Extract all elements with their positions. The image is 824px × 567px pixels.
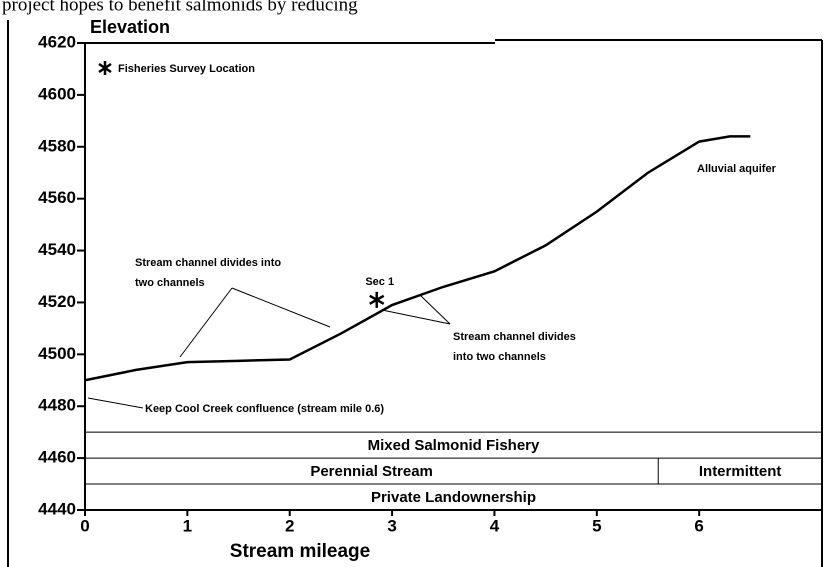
x-axis-label: Stream mileage (230, 541, 370, 562)
x-tick-label: 1 (183, 516, 192, 535)
x-tick-label: 0 (80, 516, 89, 535)
leader-lines (87, 287, 451, 409)
band-label: Private Landownership (371, 489, 536, 506)
y-tick-label: 4460 (38, 448, 76, 467)
annotation: Stream channel divides into (135, 257, 281, 269)
annotation: Stream channel divides (453, 331, 576, 343)
y-tick-label: 4480 (38, 396, 76, 415)
annotation: Keep Cool Creek confluence (stream mile … (145, 403, 384, 415)
frame (7, 20, 823, 567)
y-tick-label: 4600 (38, 84, 76, 103)
y-tick-label: 4560 (38, 188, 76, 207)
page-header: project hopes to benefit salmonids by re… (2, 0, 358, 15)
x-tick-label: 6 (694, 516, 703, 535)
y-tick-label: 4500 (38, 344, 76, 363)
band-label: Mixed Salmonid Fishery (368, 437, 540, 454)
survey-label: Sec 1 (365, 276, 394, 288)
annotation: two channels (135, 277, 205, 289)
y-axis-label: Elevation (90, 17, 170, 37)
band-label: Intermittent (699, 463, 782, 480)
legend-symbol (98, 61, 112, 75)
x-tick-label: 2 (285, 516, 294, 535)
survey-point (369, 291, 385, 308)
x-tick-label: 4 (490, 516, 500, 535)
annotation: into two channels (453, 351, 546, 363)
y-tick-label: 4440 (38, 499, 76, 518)
x-tick-label: 3 (387, 516, 396, 535)
y-tick-label: 4540 (38, 240, 76, 259)
y-tick-label: 4520 (38, 292, 76, 311)
x-tick-label: 5 (592, 516, 601, 535)
annotation: Alluvial aquifer (697, 163, 777, 175)
y-tick-label: 4580 (38, 136, 76, 155)
legend-label: Fisheries Survey Location (118, 63, 255, 75)
y-tick-label: 4620 (38, 32, 76, 51)
band-label: Perennial Stream (310, 463, 433, 480)
line (84, 135, 751, 382)
